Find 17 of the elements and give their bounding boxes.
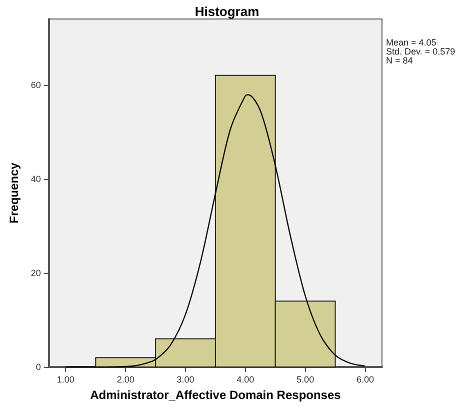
x-tick-label: 6.00 (356, 374, 374, 384)
x-tick-label: 2.00 (116, 374, 134, 384)
y-tick-label: 60 (30, 80, 41, 90)
line-series (65, 94, 366, 368)
text: Std. Dev. = 0.579 (386, 46, 456, 56)
x-tick-label: 4.00 (236, 374, 254, 384)
y-tick-label: 40 (30, 174, 41, 184)
y-tick-label: 20 (30, 268, 41, 278)
text: Mean = 4.05 (386, 38, 436, 48)
chart-title: Histogram (194, 4, 260, 19)
y-tick-label: 0 (36, 362, 41, 372)
x-tick-label: 5.00 (296, 374, 314, 384)
text: N = 84 (386, 56, 413, 66)
y-axis-title: Frequency (7, 162, 21, 224)
x-axis-title: Administrator_Affective Domain Responses (90, 388, 342, 402)
x-tick-label: 1.00 (56, 374, 74, 384)
x-tick-label: 3.00 (176, 374, 194, 384)
